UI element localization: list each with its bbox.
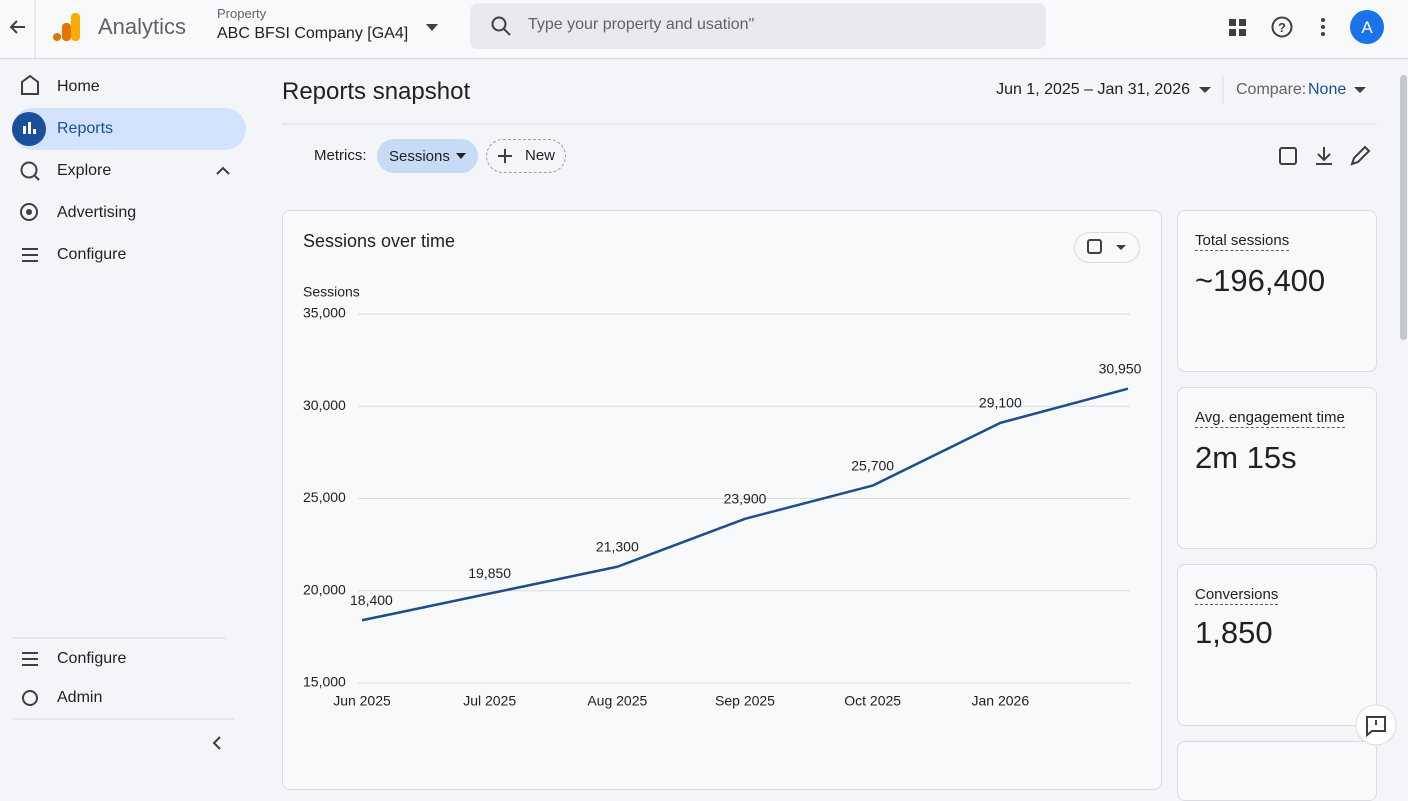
data-label: 30,950 bbox=[1099, 360, 1142, 376]
x-tick-label: Aug 2025 bbox=[587, 693, 647, 709]
kpi-card[interactable] bbox=[1177, 564, 1377, 726]
explore-icon bbox=[20, 161, 38, 179]
nav-item[interactable]: Configure bbox=[57, 650, 127, 667]
chart-card bbox=[282, 210, 1162, 790]
search-icon bbox=[491, 16, 507, 32]
help-icon: ? bbox=[1278, 20, 1286, 35]
explore-icon bbox=[34, 175, 40, 181]
dropdown bbox=[456, 153, 466, 159]
x-tick-label: Jul 2025 bbox=[463, 693, 516, 709]
nav-item[interactable]: Reports bbox=[57, 120, 114, 137]
kpi-value: ~196,400 bbox=[1195, 263, 1326, 298]
search-placeholder: Type your property and usation" bbox=[528, 16, 755, 33]
nav-item[interactable]: Explore bbox=[57, 162, 112, 179]
calendar-icon bbox=[1087, 239, 1102, 254]
advertising-icon bbox=[26, 209, 32, 215]
logo bbox=[53, 33, 61, 41]
dropdown[interactable] bbox=[426, 24, 438, 31]
back-icon[interactable] bbox=[9, 20, 25, 34]
admin-icon bbox=[22, 690, 38, 706]
property-name[interactable]: ABC BFSI Company [GA4] bbox=[217, 25, 409, 42]
share-icon[interactable] bbox=[1279, 147, 1297, 165]
kpi-label: Avg. engagement time bbox=[1195, 409, 1345, 428]
nav-item[interactable]: Advertising bbox=[57, 204, 137, 221]
data-label: 19,850 bbox=[468, 565, 511, 581]
metric-chip[interactable] bbox=[377, 139, 478, 173]
metric-name: Sessions bbox=[389, 148, 450, 165]
dropdown[interactable] bbox=[1199, 87, 1211, 93]
scrollbar[interactable] bbox=[1400, 75, 1407, 340]
new-chip[interactable] bbox=[486, 139, 566, 173]
reports-icon bbox=[23, 122, 36, 134]
logo bbox=[62, 23, 71, 41]
header-icons: ? A bbox=[9, 0, 1384, 58]
page-title: Reports snapshot bbox=[282, 78, 471, 105]
collapse-icon[interactable] bbox=[216, 166, 230, 175]
y-axis-title: Sessions bbox=[303, 284, 360, 300]
kpi-card[interactable] bbox=[1177, 210, 1377, 372]
compare-value[interactable]: None bbox=[1308, 81, 1347, 98]
y-tick-label: 15,000 bbox=[303, 674, 346, 690]
kpi-label: Total sessions bbox=[1195, 232, 1290, 251]
y-tick-label: 35,000 bbox=[303, 305, 346, 321]
date-picker[interactable] bbox=[1074, 232, 1140, 263]
kpi-value: 2m 15s bbox=[1195, 440, 1297, 475]
kpi-value: 1,850 bbox=[1195, 615, 1273, 650]
more-icon[interactable] bbox=[1321, 18, 1325, 36]
compare-label: Compare: bbox=[1236, 81, 1307, 98]
collapse-nav[interactable] bbox=[212, 736, 221, 750]
edit-icon[interactable] bbox=[1350, 145, 1371, 166]
feedback-icon bbox=[1366, 716, 1386, 738]
download-icon[interactable] bbox=[1316, 147, 1332, 165]
x-tick-label: Sep 2025 bbox=[715, 693, 775, 709]
chart-title: Sessions over time bbox=[303, 231, 455, 251]
line-series bbox=[361, 387, 1129, 622]
y-tick-label: 25,000 bbox=[303, 489, 346, 505]
kpi-label: Conversions bbox=[1195, 586, 1279, 605]
nav-icons bbox=[12, 74, 234, 750]
data-label: 25,700 bbox=[851, 457, 894, 473]
x-tick-label: Jan 2026 bbox=[972, 693, 1030, 709]
data-label: 18,400 bbox=[350, 592, 393, 608]
nav-item[interactable]: Admin bbox=[57, 689, 103, 706]
configure-icon bbox=[22, 652, 38, 666]
data-label: 29,100 bbox=[979, 395, 1022, 411]
dropdown[interactable] bbox=[1354, 87, 1366, 93]
kpi-card[interactable] bbox=[1177, 741, 1377, 801]
x-tick-label: Jun 2025 bbox=[333, 693, 391, 709]
app-name: Analytics bbox=[98, 14, 187, 39]
configure-icon bbox=[22, 248, 38, 262]
avatar[interactable] bbox=[1350, 10, 1384, 44]
property-label: Property bbox=[217, 6, 267, 21]
avatar-letter: A bbox=[1361, 18, 1373, 37]
toolbar-graphics bbox=[282, 76, 1377, 173]
nav-item[interactable]: Home bbox=[57, 78, 100, 95]
metrics-label: Metrics: bbox=[314, 147, 367, 164]
nav-active bbox=[12, 108, 246, 150]
feedback-button[interactable] bbox=[1350, 700, 1402, 752]
kpi-card[interactable] bbox=[1177, 387, 1377, 549]
x-tick-label: Oct 2025 bbox=[844, 693, 901, 709]
search-icon bbox=[503, 28, 511, 36]
data-label: 21,300 bbox=[596, 538, 639, 554]
date-range[interactable]: Jun 1, 2025 – Jan 31, 2026 bbox=[996, 81, 1190, 98]
chart: Sessions over time Sessions 15,000 20,000… bbox=[303, 231, 1142, 709]
search-box[interactable] bbox=[470, 3, 1046, 49]
advertising-icon bbox=[20, 203, 38, 221]
help-icon[interactable] bbox=[1271, 16, 1293, 38]
logo bbox=[71, 13, 80, 41]
new-label: New bbox=[525, 147, 556, 164]
home-icon bbox=[21, 74, 39, 95]
apps-icon[interactable] bbox=[1229, 19, 1246, 36]
nav-item[interactable]: Configure bbox=[57, 246, 127, 263]
dropdown bbox=[1116, 245, 1126, 250]
data-label: 23,900 bbox=[724, 490, 767, 506]
y-tick-label: 20,000 bbox=[303, 581, 346, 597]
plus-icon bbox=[498, 149, 512, 163]
y-tick-label: 30,000 bbox=[303, 397, 346, 413]
